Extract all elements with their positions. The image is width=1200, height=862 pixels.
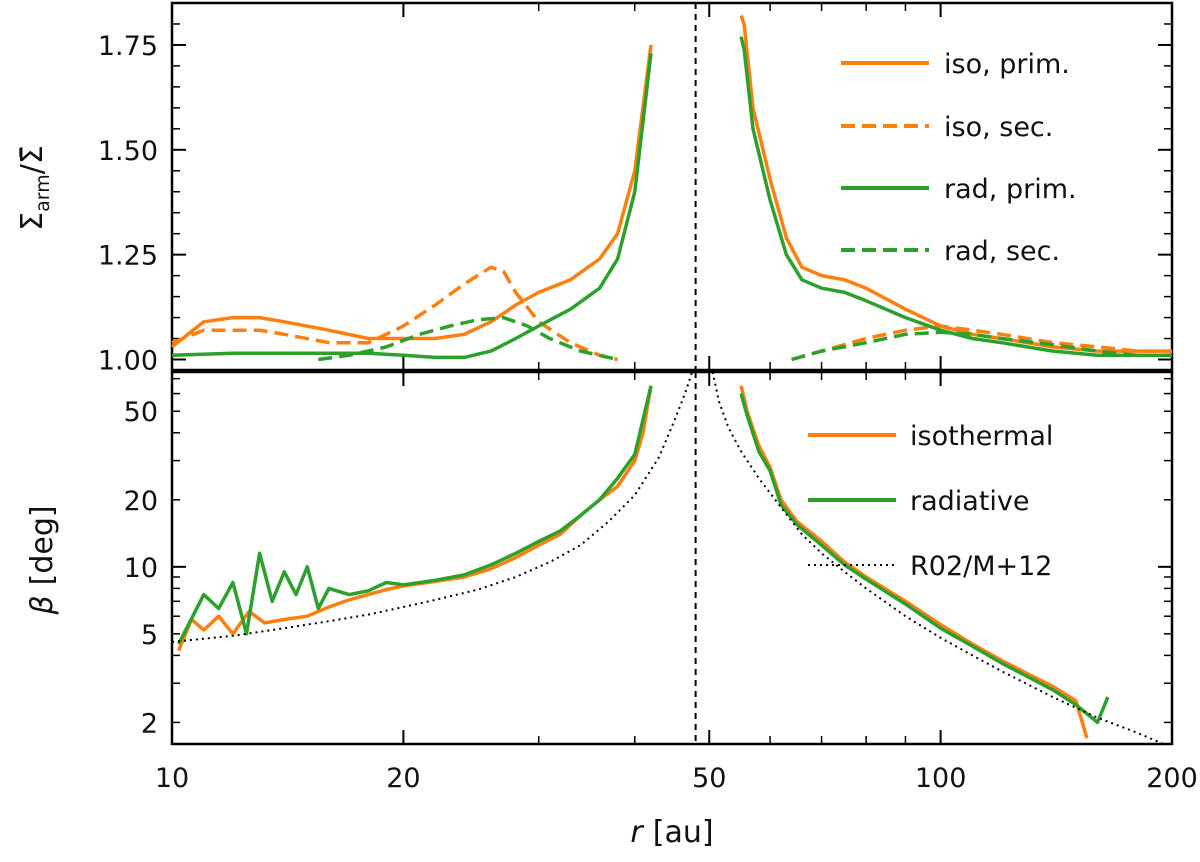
bottom-series-isothermal-right [739, 385, 1089, 739]
bottom-xlabel: r [au] [630, 815, 713, 850]
legend-label-radiative: radiative [910, 486, 1030, 517]
legend-label-rad-prim: rad, prim. [944, 174, 1077, 205]
bottom-series-r02-m-12-right [711, 371, 1164, 745]
bottom-y-tick-label: 5 [141, 620, 158, 651]
bottom-series-radiative-left [177, 385, 653, 645]
bottom-xlabel-var: r [630, 815, 644, 850]
legend-label-isothermal: isothermal [910, 421, 1053, 452]
bottom-series [171, 371, 1164, 745]
bottom-plot-frame [170, 370, 1174, 746]
x-tick-label: 200 [1146, 763, 1198, 794]
top-series-iso-sec--right [791, 324, 1172, 362]
x-tick-label: 50 [692, 763, 726, 794]
x-tick-label: 100 [915, 763, 967, 794]
top-ylabel-tail: /Σ̄ [15, 145, 50, 174]
bottom-y-tick-label: 2 [141, 708, 158, 739]
bottom-y-tick-label: 10 [124, 553, 158, 584]
bottom-ylabel-var: β [25, 595, 60, 615]
bottom-y-tick-label: 20 [124, 486, 158, 517]
legend-label-r02: R02/M+12 [910, 551, 1053, 582]
bottom-ylabel: β [deg] [25, 505, 60, 615]
top-series-iso-sec--left [171, 265, 618, 362]
top-ylabel: Σarm/Σ̄ [15, 145, 54, 231]
top-y-tick-label: 1.00 [98, 346, 158, 377]
bottom-y-tick-label: 50 [124, 397, 158, 428]
top-panel: 1.00 1.25 1.50 1.75 Σarm/Σ̄ iso, prim. iso,… [15, 1, 1174, 377]
legend-label-iso-sec: iso, sec. [944, 112, 1053, 143]
top-ylabel-sub: arm [32, 174, 54, 212]
bottom-series-radiative-right [739, 393, 1110, 725]
legend-label-rad-sec: rad, sec. [944, 236, 1060, 267]
top-series-rad-prim--right [739, 36, 1172, 358]
bottom-xlabel-unit: [au] [653, 815, 714, 850]
top-series-rad-sec--left [318, 315, 619, 362]
top-y-tick-label: 1.50 [98, 136, 158, 167]
bottom-ticks: 10 20 50 100 200 2 5 10 20 50 [124, 372, 1198, 794]
top-ylabel-main: Σ [15, 212, 50, 231]
top-series-rad-sec--right [791, 330, 1172, 362]
top-legend: iso, prim. iso, sec. rad, prim. rad, sec… [841, 49, 1077, 267]
top-y-tick-label: 1.25 [98, 241, 158, 272]
legend-label-iso-prim: iso, prim. [944, 49, 1070, 80]
top-series-iso-prim--left [170, 44, 653, 349]
x-tick-label: 10 [155, 763, 189, 794]
x-tick-label: 20 [386, 763, 420, 794]
top-ticks: 1.00 1.25 1.50 1.75 [98, 3, 1173, 377]
top-series [170, 15, 1172, 362]
top-y-tick-label: 1.75 [98, 31, 158, 62]
top-series-rad-prim--left [171, 53, 653, 360]
bottom-legend: isothermal radiative R02/M+12 [808, 421, 1053, 582]
bottom-ylabel-unit: [deg] [25, 505, 60, 585]
bottom-panel: 10 20 50 100 200 2 5 10 20 50 β [deg] r [au] isothe… [25, 370, 1198, 850]
top-plot-frame [170, 1, 1174, 372]
